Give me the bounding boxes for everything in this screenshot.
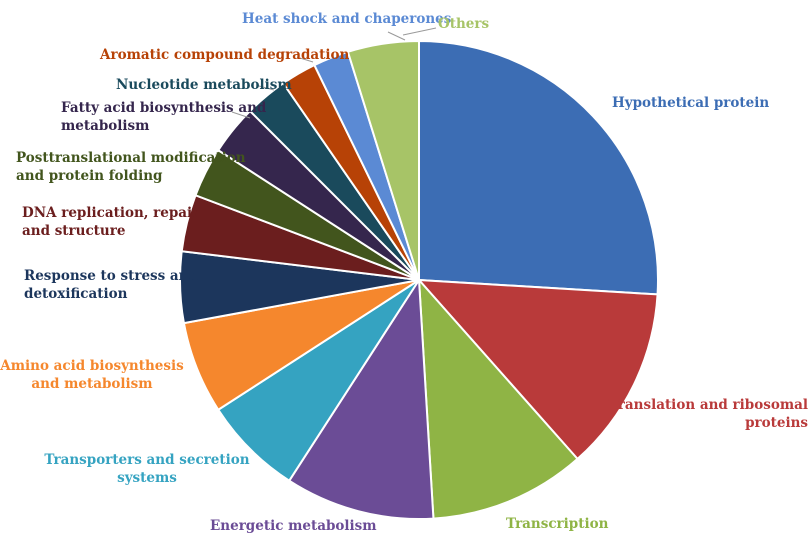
slice-label-transcription: Transcription	[506, 516, 609, 532]
pie-slice-others	[346, 39, 420, 281]
slice-label-heat-shock-and-chaperones: Heat shock and chaperones	[242, 11, 452, 27]
slice-label-line: Aromatic compound degradation	[99, 47, 350, 63]
slice-label-line: Others	[438, 16, 490, 32]
slice-label-line: proteins	[745, 415, 808, 431]
slice-label-aromatic-compound-degradation: Aromatic compound degradation	[99, 47, 350, 63]
slice-label-line: Hypothetical protein	[612, 95, 769, 111]
slice-label-line: Nucleotide metabolism	[116, 77, 292, 93]
slice-label-line: Amino acid biosynthesis	[0, 358, 184, 374]
slice-label-transporters-and-secretion-systems: Transporters and secretion systems	[44, 452, 249, 486]
leader-line	[402, 27, 437, 36]
leader-line	[258, 85, 275, 91]
slice-label-energetic-metabolism: Energetic metabolism	[210, 518, 377, 534]
pie-slice-hypothetical-protein	[418, 39, 659, 296]
slice-label-amino-acid-biosynthesis-and-metabolism: Amino acid biosynthesis and metabolism	[0, 358, 184, 392]
slice-label-line: Heat shock and chaperones	[242, 11, 452, 27]
pie-slice-energetic-metabolism	[287, 276, 435, 520]
leader-line	[231, 111, 251, 119]
slice-label-translation-and-ribosomal-proteins: Translation and ribosomal proteins	[609, 397, 808, 431]
slice-label-dna-replication-repair-and-structure: DNA replication, repair and structure	[22, 205, 200, 239]
slice-label-fatty-acid-biosynthesis-and-metabolism: Fatty acid biosynthesis and metabolism	[61, 100, 267, 134]
slice-label-line: Response to stress and	[24, 268, 198, 284]
slice-label-line: metabolism	[61, 118, 149, 134]
slice-label-line: Translation and ribosomal	[609, 397, 808, 413]
slice-label-line: and protein folding	[16, 168, 163, 184]
leader-line	[387, 31, 406, 41]
slice-label-line: and metabolism	[31, 376, 152, 392]
slice-label-line: Posttranslational modification	[16, 150, 246, 166]
slice-label-line: and structure	[22, 223, 125, 239]
slice-label-line: DNA replication, repair	[22, 205, 200, 221]
slice-label-line: systems	[117, 470, 177, 486]
slice-label-response-to-stress-and-detoxification: Response to stress and detoxification	[24, 268, 198, 302]
slice-label-hypothetical-protein: Hypothetical protein	[612, 95, 769, 111]
slice-label-line: Transporters and secretion	[44, 452, 249, 468]
slice-label-line: detoxification	[24, 286, 128, 302]
pie-slice-translation-and-ribosomal-proteins	[416, 278, 659, 461]
pie-slice-transcription	[417, 277, 579, 520]
slice-label-line: Fatty acid biosynthesis and	[61, 100, 267, 116]
slice-label-nucleotide-metabolism: Nucleotide metabolism	[116, 77, 292, 93]
slice-label-posttranslational-modification-and-protein-folding: Posttranslational modification and protei…	[16, 150, 246, 184]
slice-label-others: Others	[438, 16, 490, 32]
leader-line	[299, 57, 314, 63]
slice-label-line: Transcription	[506, 516, 609, 532]
slice-label-line: Energetic metabolism	[210, 518, 377, 534]
